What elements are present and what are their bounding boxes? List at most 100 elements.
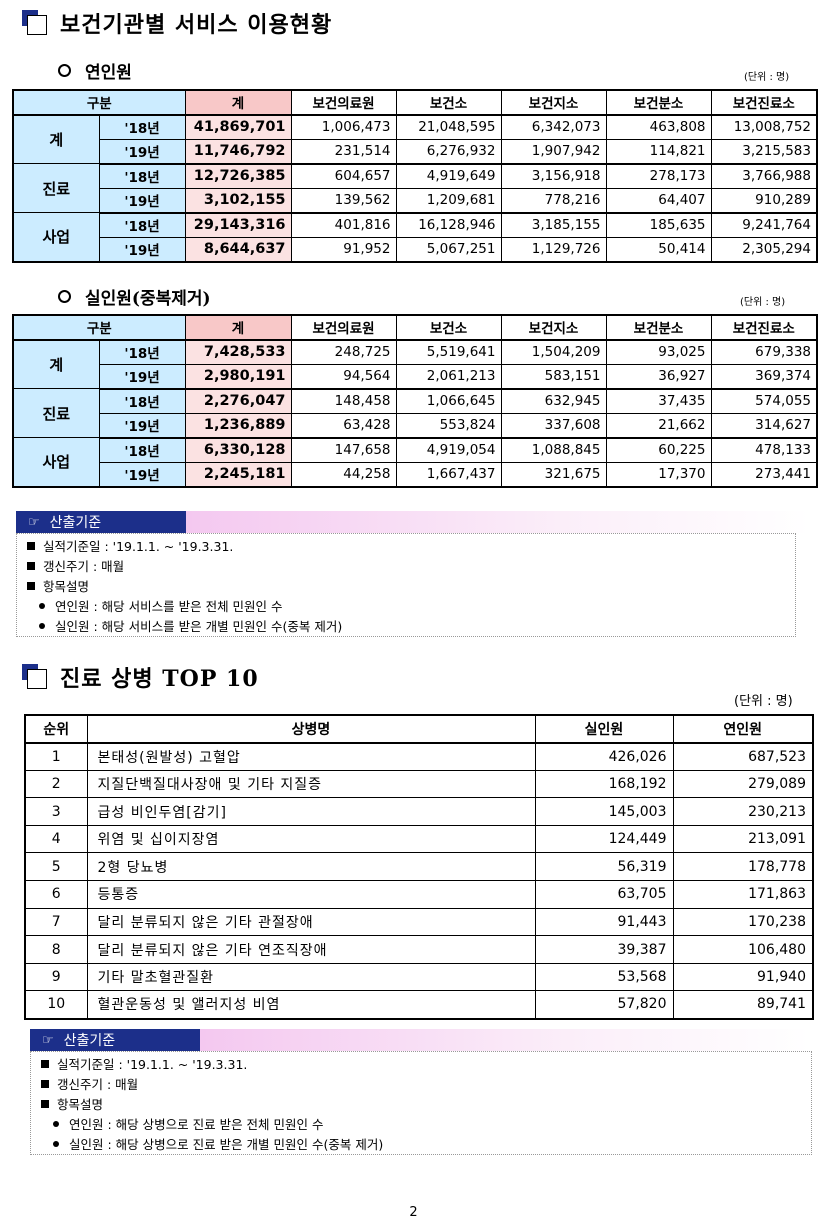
note-item: 연인원 : 해당 서비스를 받은 전체 민원인 수 <box>27 597 785 617</box>
value-cell: 337,608 <box>500 412 607 439</box>
note-update-cycle: 갱신주기 : 매월 <box>27 557 785 577</box>
circle-bullet-icon <box>58 64 71 77</box>
section-bullet-icon <box>22 664 48 690</box>
disease-name-cell: 급성 비인두염[감기] <box>86 797 536 826</box>
table-header-row: 순위 상병명 실인원 연인원 <box>24 714 814 744</box>
unit-label: (단위 : 명) <box>740 297 786 308</box>
value-cell: 147,658 <box>290 437 397 463</box>
unique-visitors-cell: 53,568 <box>534 962 674 992</box>
value-cell: 63,428 <box>290 412 397 439</box>
sum-cell: 29,143,316 <box>184 212 292 238</box>
unique-visitors-cell: 426,026 <box>534 742 674 771</box>
value-cell: 679,338 <box>710 339 818 365</box>
square-bullet-icon <box>41 1100 49 1108</box>
value-cell: 36,927 <box>605 363 712 390</box>
square-bullet-icon <box>41 1080 49 1088</box>
value-cell: 1,667,437 <box>395 461 502 488</box>
square-bullet-icon <box>41 1060 49 1068</box>
header-category: 구분 <box>12 89 186 115</box>
total-visits-cell: 687,523 <box>672 742 814 771</box>
header-sum: 계 <box>184 314 292 340</box>
year-cell: '19년 <box>98 187 186 214</box>
value-cell: 16,128,946 <box>395 212 502 238</box>
table-row: 계 '18년 7,428,533 248,725 5,519,641 1,504,209 9… <box>12 339 818 389</box>
disease-name-cell: 기타 말초혈관질환 <box>86 962 536 992</box>
disease-name-cell: 2형 당뇨병 <box>86 852 536 882</box>
value-cell: 273,441 <box>710 461 818 488</box>
calculation-basis-box: 실적기준일 : '19.1.1. ~ '19.3.31. 갱신주기 : 매월 항… <box>16 533 796 637</box>
sum-cell: 2,245,181 <box>184 461 292 488</box>
total-visits-cell: 170,238 <box>672 907 814 937</box>
disease-name-cell: 달리 분류되지 않은 기타 관절장애 <box>86 907 536 937</box>
unique-visitors-table: 구분 계 보건의료원 보건소 보건지소 보건분소 보건진료소 계 '18년 7,42… <box>12 314 818 488</box>
value-cell: 3,215,583 <box>710 138 818 165</box>
total-visits-cell: 91,940 <box>672 962 814 992</box>
top10-diseases-table: 순위 상병명 실인원 연인원 1 본태성(원발성) 고혈압 426,026 687,5… <box>24 714 814 1020</box>
value-cell: 278,173 <box>605 163 712 189</box>
total-visits-cell: 106,480 <box>672 935 814 964</box>
rank-cell: 4 <box>24 824 88 854</box>
rank-cell: 9 <box>24 962 88 992</box>
value-cell: 139,562 <box>290 187 397 214</box>
note-item: 연인원 : 해당 상병으로 진료 받은 전체 민원인 수 <box>41 1115 801 1135</box>
value-cell: 21,048,595 <box>395 114 502 140</box>
value-cell: 574,055 <box>710 388 818 414</box>
value-cell: 93,025 <box>605 339 712 365</box>
sum-cell: 2,980,191 <box>184 363 292 390</box>
square-bullet-icon <box>27 542 35 550</box>
note-items-title: 항목설명 <box>27 577 785 597</box>
value-cell: 1,006,473 <box>290 114 397 140</box>
sum-cell: 6,330,128 <box>184 437 292 463</box>
rank-cell: 7 <box>24 907 88 937</box>
value-cell: 185,635 <box>605 212 712 238</box>
value-cell: 37,435 <box>605 388 712 414</box>
value-cell: 778,216 <box>500 187 607 214</box>
table-row: '19년 1,236,889 63,428 553,824 337,608 21,662 3… <box>13 412 818 439</box>
header-clinic: 보건진료소 <box>710 89 818 115</box>
value-cell: 2,061,213 <box>395 363 502 390</box>
unique-visitors-cell: 39,387 <box>534 935 674 964</box>
category-cell: 진료 <box>12 388 100 438</box>
sum-cell: 2,276,047 <box>184 388 292 414</box>
value-cell: 4,919,054 <box>395 437 502 463</box>
value-cell: 13,008,752 <box>710 114 818 140</box>
unique-visitors-cell: 63,705 <box>534 880 674 909</box>
rank-cell: 10 <box>24 990 88 1020</box>
sum-cell: 41,869,701 <box>184 114 292 140</box>
value-cell: 3,185,155 <box>500 212 607 238</box>
value-cell: 4,919,649 <box>395 163 502 189</box>
calculation-basis-box: 실적기준일 : '19.1.1. ~ '19.3.31. 갱신주기 : 매월 항… <box>30 1051 812 1155</box>
value-cell: 1,504,209 <box>500 339 607 365</box>
dot-bullet-icon <box>39 623 45 629</box>
year-cell: '18년 <box>98 212 186 238</box>
rank-cell: 1 <box>24 742 88 771</box>
table-row: '19년 3,102,155 139,562 1,209,681 778,216 64,4… <box>13 187 818 214</box>
header-health-center: 보건소 <box>395 89 502 115</box>
value-cell: 910,289 <box>710 187 818 214</box>
disease-name-cell: 지질단백질대사장애 및 기타 지질증 <box>86 769 536 799</box>
value-cell: 60,225 <box>605 437 712 463</box>
value-cell: 6,342,073 <box>500 114 607 140</box>
disease-name-cell: 본태성(원발성) 고혈압 <box>86 742 536 771</box>
table-row: 3 급성 비인두염[감기] 145,003 230,213 <box>24 797 814 826</box>
unique-visitors-cell: 56,319 <box>534 852 674 882</box>
section-bullet-icon <box>22 10 48 36</box>
table-header-row: 구분 계 보건의료원 보건소 보건지소 보건분소 보건진료소 <box>12 89 818 115</box>
unique-visitors-cell: 91,443 <box>534 907 674 937</box>
dot-bullet-icon <box>53 1141 59 1147</box>
value-cell: 1,209,681 <box>395 187 502 214</box>
rank-cell: 8 <box>24 935 88 964</box>
square-bullet-icon <box>27 582 35 590</box>
total-visits-cell: 178,778 <box>672 852 814 882</box>
table-row: 계 '18년 41,869,701 1,006,473 21,048,595 6,342,… <box>12 114 818 164</box>
header-sum: 계 <box>184 89 292 115</box>
value-cell: 44,258 <box>290 461 397 488</box>
header-rank: 순위 <box>24 714 88 744</box>
value-cell: 632,945 <box>500 388 607 414</box>
value-cell: 553,824 <box>395 412 502 439</box>
value-cell: 50,414 <box>605 236 712 263</box>
table-row: 5 2형 당뇨병 56,319 178,778 <box>24 852 814 882</box>
table-row: '19년 8,644,637 91,952 5,067,251 1,129,726 50,… <box>13 236 818 263</box>
table-header-row: 구분 계 보건의료원 보건소 보건지소 보건분소 보건진료소 <box>12 314 818 340</box>
table-row: '19년 11,746,792 231,514 6,276,932 1,907,942 1… <box>13 138 818 165</box>
